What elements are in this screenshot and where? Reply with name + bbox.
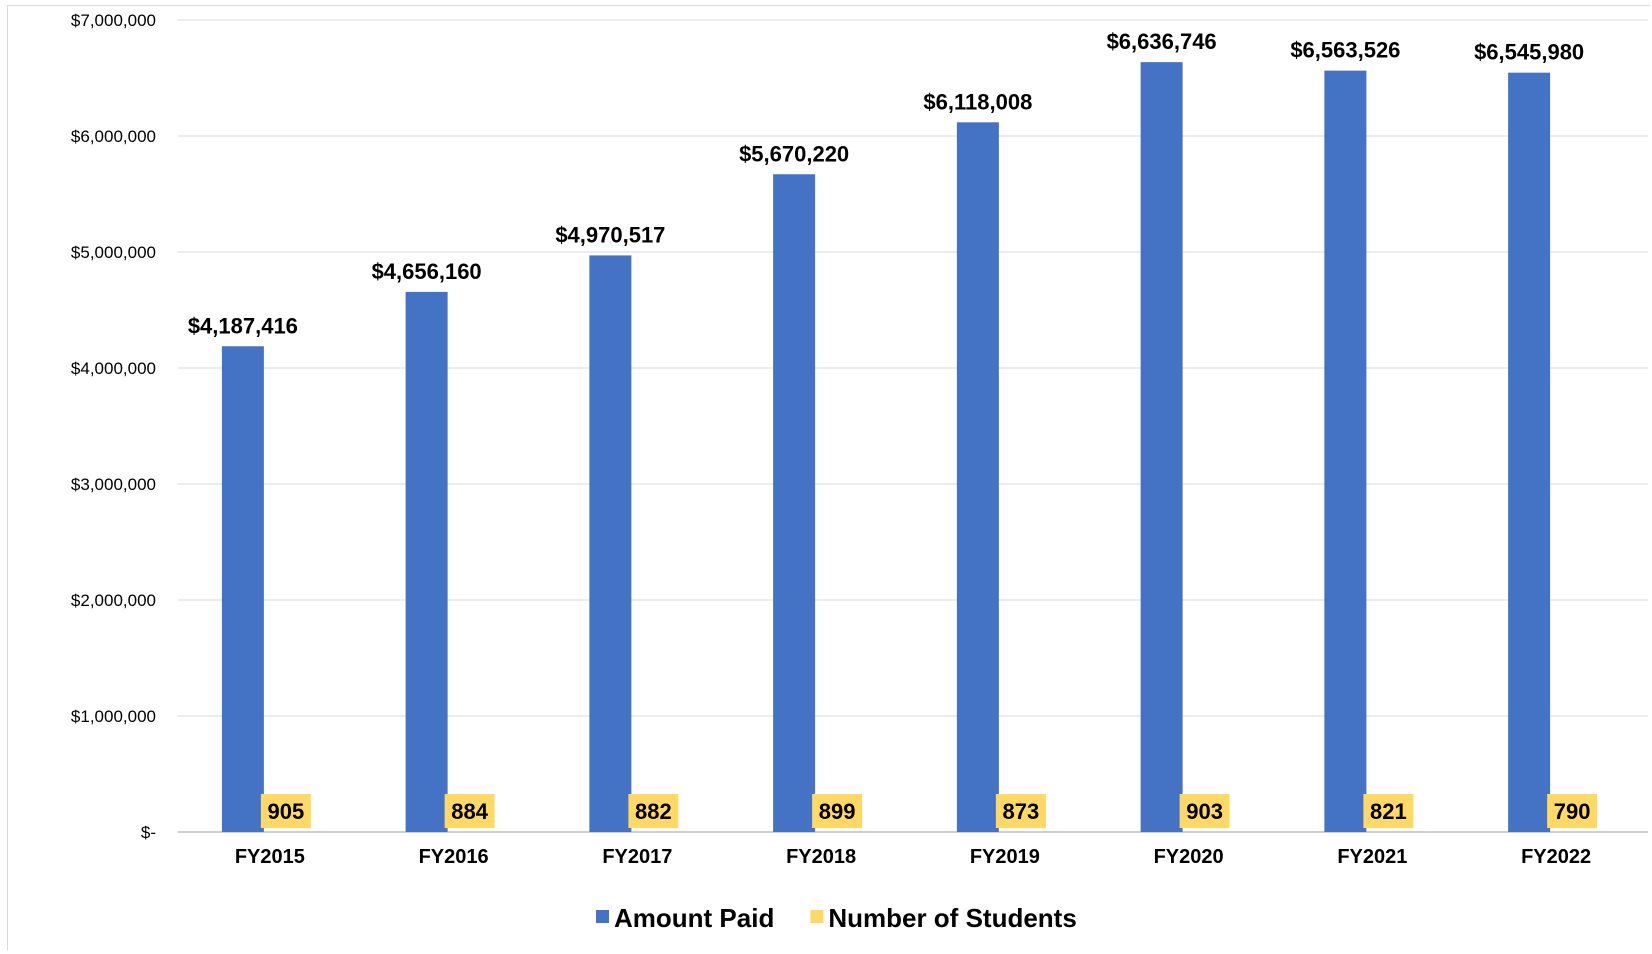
amount-data-label: $6,563,526 [1290, 38, 1400, 63]
amount-bar [1508, 72, 1551, 832]
y-tick-label: $6,000,000 [71, 127, 156, 146]
y-tick-label: $4,000,000 [71, 359, 156, 378]
student-count-data-label: 882 [635, 799, 672, 824]
amount-data-label: $4,970,517 [555, 222, 665, 247]
legend-swatch [810, 910, 824, 923]
x-tick-label: FY2018 [786, 846, 856, 868]
student-count-label-box [1179, 794, 1230, 828]
y-tick-label: $7,000,000 [71, 11, 156, 30]
y-tick-label: $2,000,000 [71, 591, 156, 610]
amount-data-label: $6,545,980 [1474, 40, 1584, 65]
student-count-label-box [444, 794, 495, 828]
x-tick-label: FY2017 [602, 846, 672, 868]
amount-data-label: $6,118,008 [923, 89, 1032, 114]
x-tick-label: FY2021 [1337, 846, 1407, 868]
amount-data-label: $4,656,160 [372, 259, 482, 284]
x-tick-label: FY2022 [1521, 846, 1591, 868]
amount-bar [956, 122, 999, 832]
amount-bar [405, 291, 448, 832]
amount-bar [1140, 62, 1183, 833]
amount-bar [773, 174, 816, 832]
student-count-label-box [628, 794, 679, 828]
x-tick-label: FY2019 [970, 846, 1040, 868]
y-axis-ticks: $- $1,000,000 $2,000,000 $3,000,000 $4,000,0… [71, 11, 156, 842]
student-count-data-label: 821 [1370, 799, 1407, 824]
amount-data-label: $5,670,220 [739, 141, 849, 166]
student-count-data-label: 873 [1003, 799, 1040, 824]
student-count-label-box [260, 794, 311, 828]
student-count-label-box [995, 794, 1046, 828]
amount-bar [221, 346, 264, 832]
amount-data-label: $6,636,746 [1107, 29, 1217, 54]
chart-frame [7, 5, 1650, 950]
y-tick-label: $- [141, 823, 156, 842]
legend-label: Amount Paid [614, 903, 774, 933]
y-tick-label: $3,000,000 [71, 475, 156, 494]
amount-data-label: $4,187,416 [188, 313, 298, 338]
amount-bar [1324, 70, 1367, 832]
student-count-label-box [1547, 794, 1598, 828]
legend-label: Number of Students [828, 903, 1076, 933]
x-tick-label: FY2016 [419, 846, 489, 868]
legend: Amount Paid Number of Students [596, 903, 1077, 933]
bars: $4,187,416 905 $4,656,160 884 $4,970,517 882 $… [188, 29, 1598, 833]
student-count-data-label: 790 [1554, 799, 1591, 824]
student-count-label-box [812, 794, 863, 828]
x-tick-label: FY2020 [1154, 846, 1224, 868]
gridlines [178, 19, 1648, 833]
student-count-data-label: 903 [1186, 799, 1223, 824]
y-tick-label: $1,000,000 [71, 707, 156, 726]
x-axis-ticks: FY2015 FY2016 FY2017 FY2018 FY2019 FY2020 FY20… [235, 846, 1591, 868]
student-count-data-label: 899 [819, 799, 856, 824]
student-count-data-label: 884 [451, 799, 488, 824]
student-count-label-box [1363, 794, 1414, 828]
amount-bar [589, 255, 632, 832]
x-tick-label: FY2015 [235, 846, 305, 868]
y-tick-label: $5,000,000 [71, 243, 156, 262]
legend-swatch [596, 910, 609, 923]
student-count-data-label: 905 [268, 799, 305, 824]
